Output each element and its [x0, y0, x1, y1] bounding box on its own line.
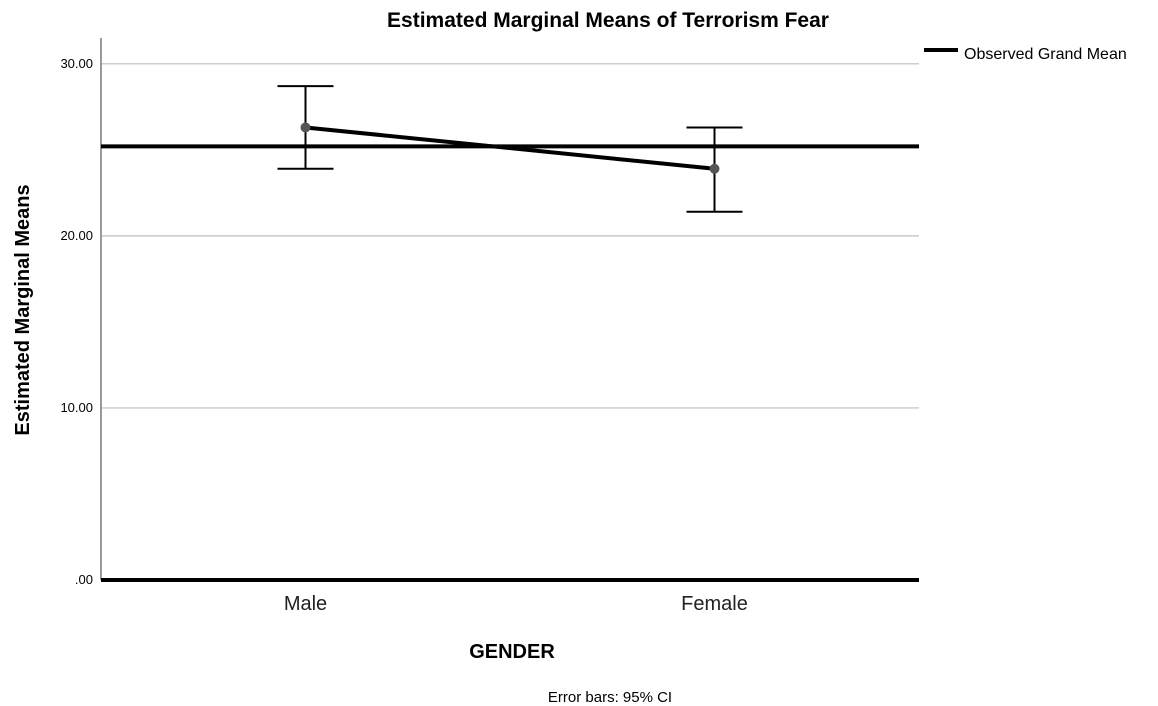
x-tick-label: Female: [681, 593, 748, 615]
grid-lines: [101, 63, 919, 409]
data-point: [709, 163, 720, 174]
y-axis-title: Estimated Marginal Means: [12, 184, 34, 435]
x-tick-labels: Male Female: [284, 593, 748, 615]
series-layer: [277, 85, 743, 213]
footnote: Error bars: 95% CI: [548, 689, 672, 706]
series-line: [305, 125, 715, 171]
y-tick-labels: .00 10.00 20.00 30.00: [60, 56, 93, 587]
x-axis-title: GENDER: [469, 641, 555, 663]
data-point: [300, 122, 311, 133]
legend: Observed Grand Mean: [924, 46, 1127, 63]
y-tick-label: 30.00: [60, 56, 93, 71]
y-tick-label: 20.00: [60, 228, 93, 243]
y-tick-label: .00: [75, 572, 93, 587]
y-tick-label: 10.00: [60, 400, 93, 415]
x-tick-label: Male: [284, 593, 327, 615]
legend-label-grand-mean: Observed Grand Mean: [964, 46, 1127, 63]
axes: [100, 38, 919, 582]
chart-title: Estimated Marginal Means of Terrorism Fe…: [387, 9, 829, 32]
